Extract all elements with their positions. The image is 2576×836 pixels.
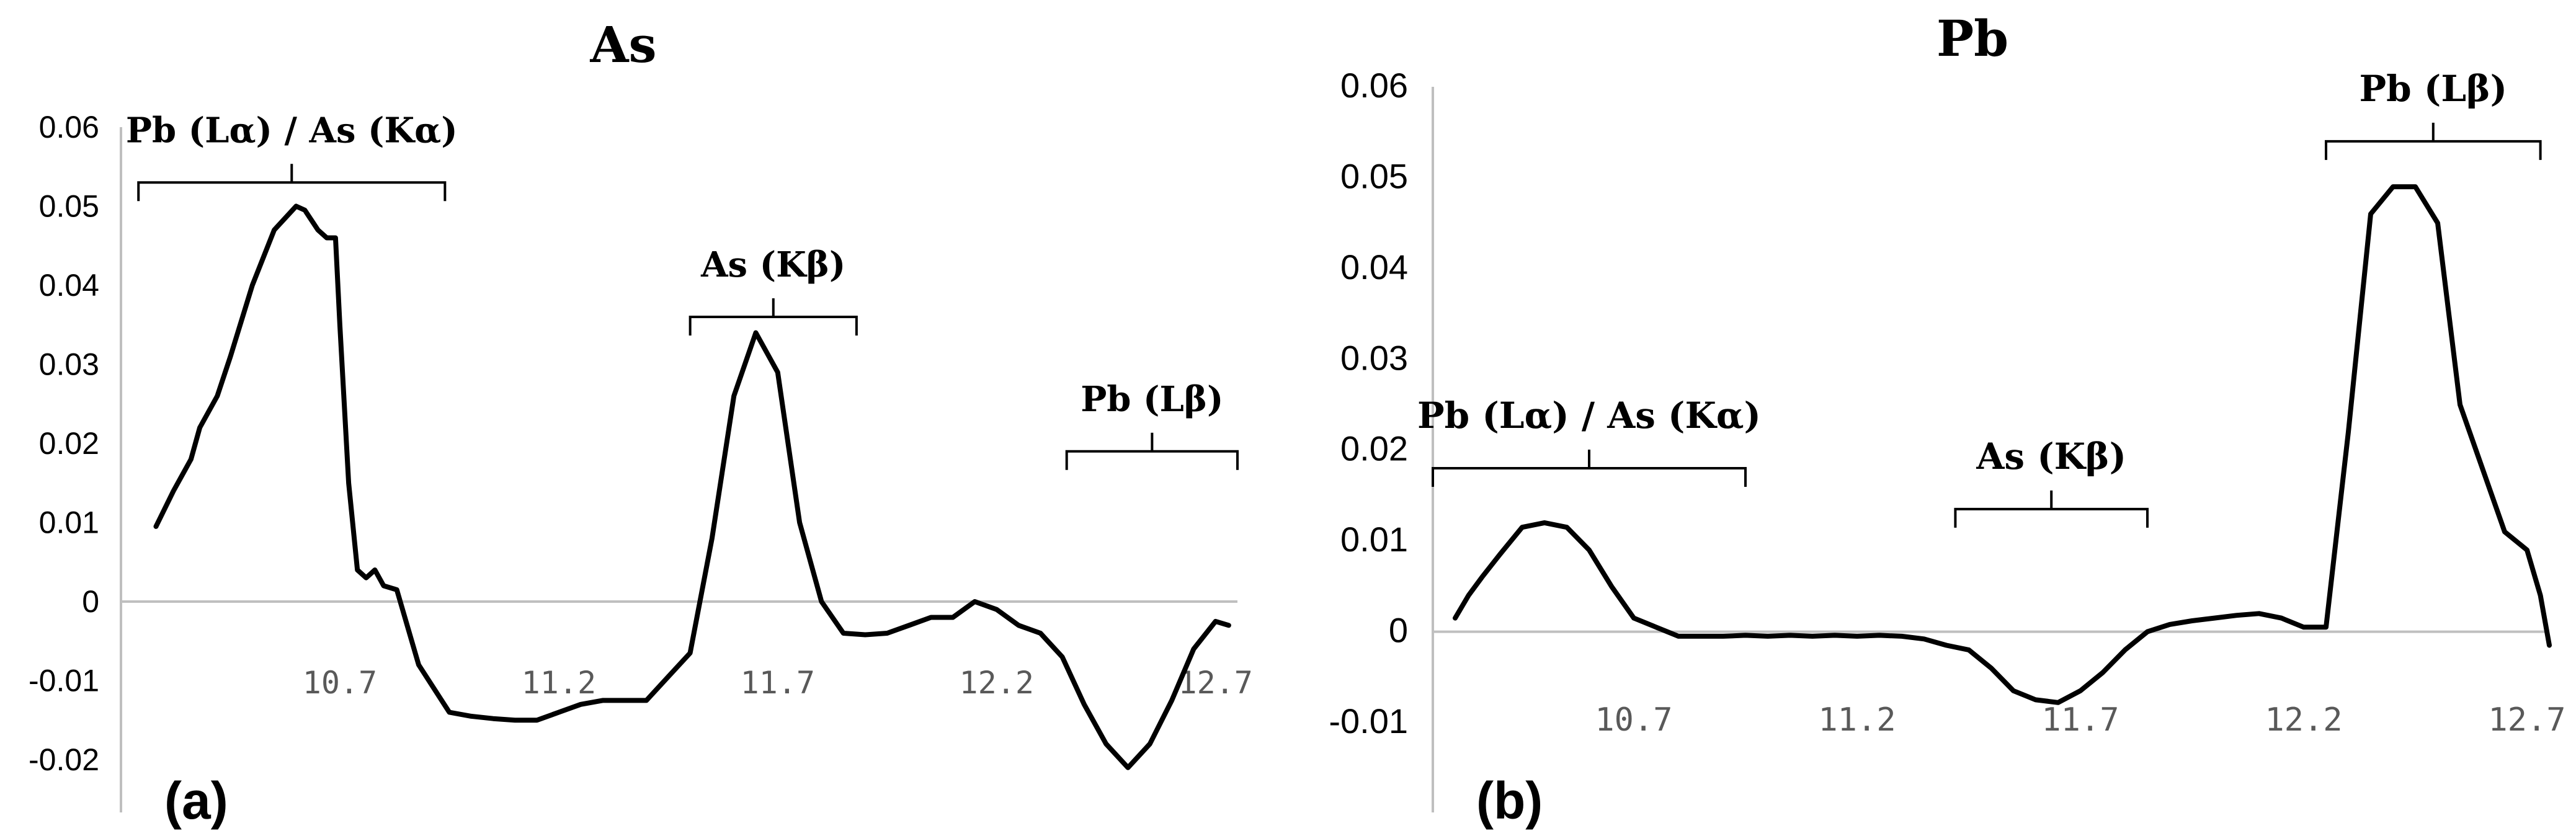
- y-tick-label: 0.04: [39, 268, 99, 303]
- x-tick-label: 10.7: [303, 665, 377, 701]
- y-tick-label: 0.03: [1340, 338, 1408, 377]
- annotation-bracket: [1954, 490, 2149, 528]
- chart-title: Pb: [1936, 9, 2008, 68]
- y-tick-label: 0.06: [1340, 66, 1408, 105]
- y-tick-label: 0.05: [39, 189, 99, 224]
- y-tick-label: 0.02: [39, 426, 99, 461]
- y-tick-label: 0.02: [1340, 429, 1408, 468]
- series-line: [153, 203, 1231, 770]
- y-tick-label: 0.04: [1340, 247, 1408, 287]
- x-tick-label: 10.7: [1595, 701, 1672, 739]
- annotation-bracket: [1065, 432, 1239, 470]
- x-tick-label: 11.7: [741, 665, 815, 701]
- y-tick-label: -0.02: [29, 742, 99, 777]
- x-tick-label: 12.2: [960, 665, 1034, 701]
- y-tick-label: -0.01: [29, 664, 99, 698]
- annotation-bracket: [2325, 122, 2542, 160]
- y-tick-label: 0.01: [39, 505, 99, 540]
- series-line: [1453, 184, 2552, 705]
- x-tick-label: 12.7: [2488, 701, 2565, 739]
- y-tick-label: 0.03: [39, 347, 99, 382]
- annotation-label: Pb (Lβ): [2360, 68, 2508, 110]
- annotation-label: Pb (Lα) / As (Kα): [126, 110, 458, 151]
- y-tick-label: -0.01: [1329, 701, 1408, 740]
- x-tick-label: 12.7: [1178, 665, 1252, 701]
- y-tick-label: 0.01: [1340, 520, 1408, 559]
- x-tick-label: 11.7: [2041, 701, 2119, 739]
- y-tick-label: 0: [82, 584, 99, 619]
- annotation-label: Pb (Lβ): [1081, 379, 1223, 420]
- annotation-label: As (Kβ): [700, 244, 845, 285]
- annotation-bracket: [689, 298, 858, 336]
- chart-title: As: [589, 16, 656, 74]
- panel-b-chart: Pb 0.06 0.05 0.04 0.03 0.02 0.01 0 -0.01 10.7 11.2…: [1329, 9, 2565, 830]
- y-tick-label: 0.06: [39, 110, 99, 145]
- annotation-bracket: [1432, 450, 1747, 487]
- y-tick-label: 0: [1389, 611, 1408, 650]
- annotation-label: Pb (Lα) / As (Kα): [1417, 394, 1761, 437]
- annotation-bracket: [137, 164, 447, 202]
- panel-label: (a): [164, 772, 228, 830]
- x-tick-label: 11.2: [1818, 701, 1896, 739]
- panel-a-chart: As 0.06 0.05 0.04 0.03 0.02 0.01 0 -0.01 -0.02 10.…: [29, 16, 1253, 830]
- y-tick-label: 0.05: [1340, 156, 1408, 195]
- panel-label: (b): [1476, 772, 1543, 830]
- x-tick-label: 12.2: [2265, 701, 2342, 739]
- annotation-label: As (Kβ): [1976, 435, 2126, 478]
- x-tick-label: 11.2: [522, 665, 596, 701]
